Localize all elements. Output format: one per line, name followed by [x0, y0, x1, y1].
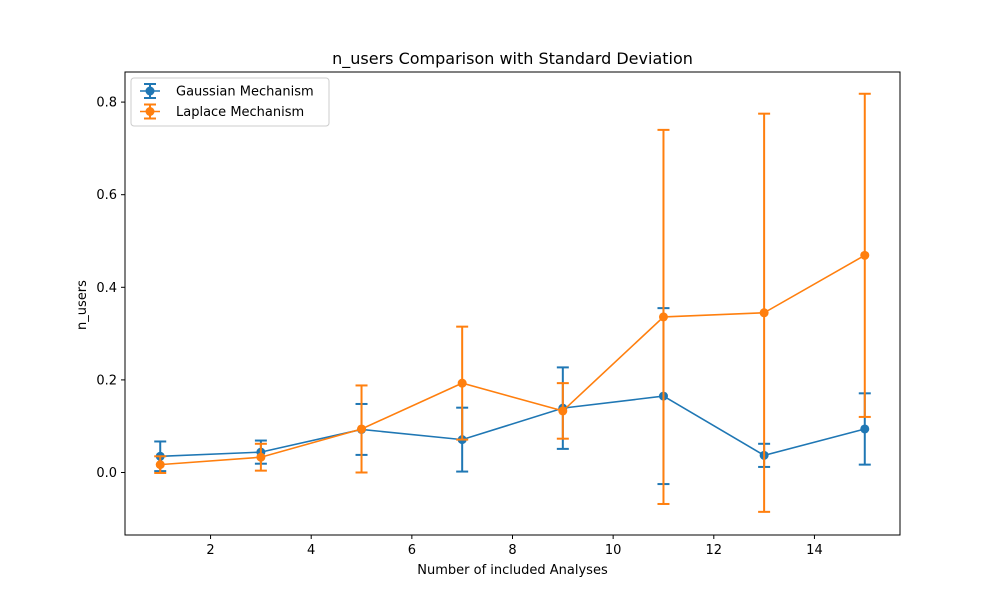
- data-point: [457, 378, 467, 388]
- x-tick-label: 14: [806, 543, 823, 558]
- data-point: [558, 406, 568, 416]
- series-laplace: [154, 92, 871, 513]
- y-tick-label: 0.8: [96, 96, 117, 111]
- x-tick-label: 6: [408, 543, 416, 558]
- chart-title: n_users Comparison with Standard Deviati…: [332, 49, 693, 69]
- data-point: [357, 424, 367, 434]
- y-axis-label: n_users: [75, 280, 90, 330]
- data-point: [256, 452, 266, 462]
- x-tick-label: 10: [605, 543, 622, 558]
- x-tick-label: 2: [206, 543, 214, 558]
- data-point: [759, 308, 769, 318]
- legend-marker: [145, 107, 155, 116]
- y-tick-label: 0.0: [96, 466, 117, 481]
- legend-label: Laplace Mechanism: [176, 105, 304, 120]
- legend-label: Gaussian Mechanism: [176, 85, 314, 100]
- axes-frame: [124, 71, 901, 536]
- x-axis-label: Number of included Analyses: [417, 563, 608, 578]
- data-point: [860, 424, 870, 434]
- data-point: [860, 250, 870, 260]
- data-point: [658, 312, 668, 322]
- y-tick-label: 0.6: [96, 188, 117, 203]
- y-tick-label: 0.4: [96, 281, 117, 296]
- legend-marker: [145, 86, 155, 96]
- data-point: [155, 460, 165, 470]
- x-tick-label: 8: [508, 543, 516, 558]
- legend-box: [130, 77, 330, 127]
- series-line: [160, 254, 866, 466]
- legend: Gaussian Mechanism Laplace Mechanism: [130, 77, 330, 127]
- x-tick-label: 12: [706, 543, 723, 558]
- x-tick-label: 4: [307, 543, 315, 558]
- plot-area: 2 4 6 8 10 12 14 0.0 0.2 0.4 0.6 0.8: [96, 71, 901, 558]
- y-tick-label: 0.2: [96, 373, 117, 388]
- series-line: [160, 395, 865, 458]
